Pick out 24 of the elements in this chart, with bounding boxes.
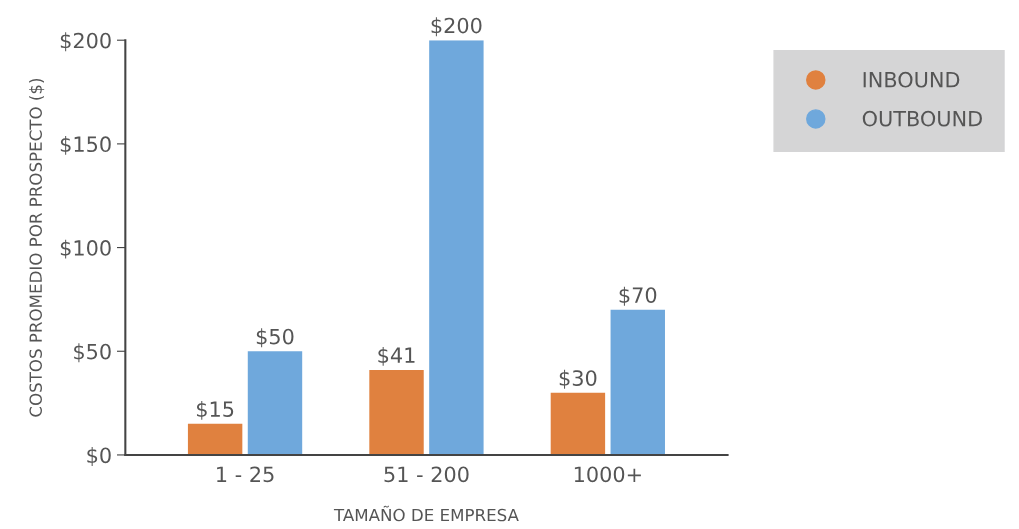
y-tick-label: $0	[87, 447, 111, 466]
legend-label: OUTBOUND	[862, 110, 982, 127]
data-label: $15	[196, 400, 234, 420]
bar	[247, 351, 303, 455]
y-tick-label: $150	[60, 135, 111, 155]
y-tick-label: $50	[74, 343, 111, 363]
x-tick-label: 1000+	[574, 466, 641, 483]
data-label: $30	[559, 369, 597, 389]
bar	[369, 369, 424, 455]
bar	[429, 40, 484, 455]
x-tick-label: 51 - 200	[384, 466, 469, 483]
y-axis-title: COSTOS PROMEDIO POR PROSPECTO ($)	[29, 78, 45, 417]
bar	[550, 392, 606, 455]
data-label: $70	[619, 286, 657, 306]
y-tick-label: $100	[60, 239, 111, 259]
x-axis-title: TAMAÑO DE EMPRESA	[333, 505, 519, 522]
data-label: $50	[256, 328, 294, 348]
bar	[610, 309, 665, 455]
bar	[187, 423, 243, 455]
x-tick-label: 1 - 25	[217, 466, 274, 483]
legend-label: INBOUND	[863, 71, 960, 88]
data-label: $41	[378, 346, 415, 366]
data-label: $200	[431, 17, 482, 37]
y-tick-label: $200	[60, 32, 111, 52]
